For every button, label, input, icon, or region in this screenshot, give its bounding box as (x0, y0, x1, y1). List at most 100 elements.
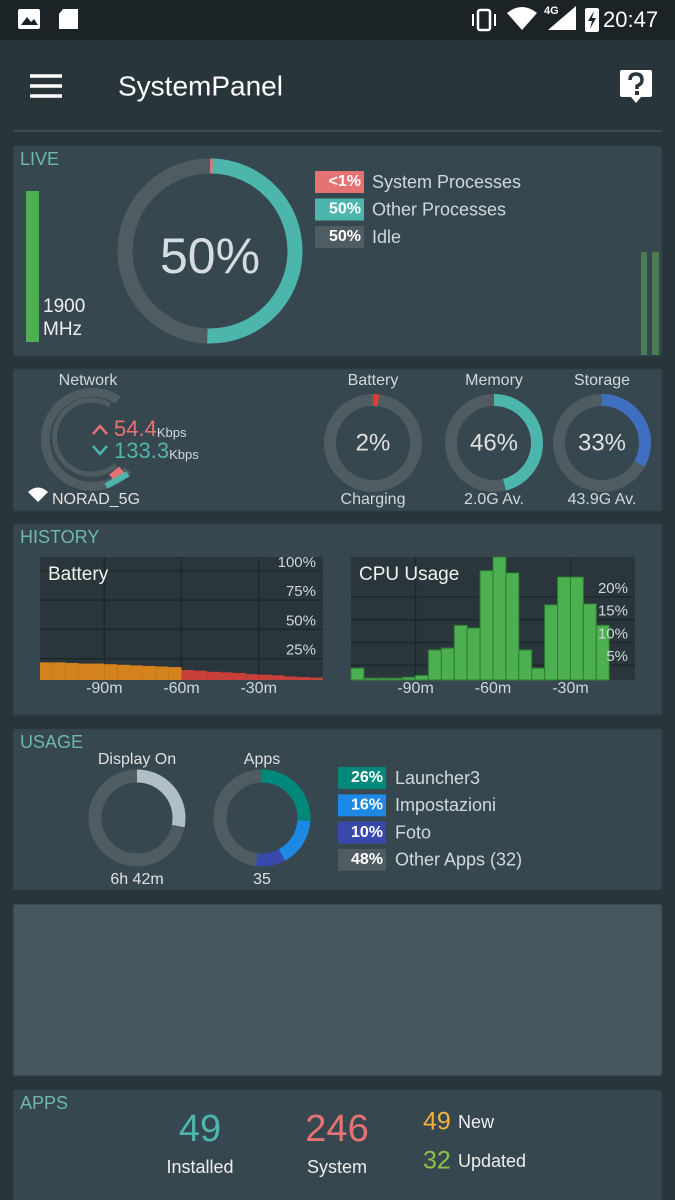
bar (155, 666, 169, 680)
display-time: 6h 42m (110, 871, 163, 888)
clock: 20:47 (603, 7, 658, 32)
vibrate-icon (476, 8, 492, 32)
help-glyph (628, 72, 644, 89)
wifi-icon (507, 7, 537, 30)
section-label: LIVE (20, 149, 59, 169)
live-card (12, 145, 663, 357)
bar (142, 665, 156, 680)
bar (531, 667, 546, 681)
bar (453, 624, 468, 681)
display-arc (88, 769, 186, 867)
history-chart (40, 557, 323, 680)
ssid: NORAD_5G (52, 491, 140, 508)
legend-value: 50% (329, 228, 361, 245)
up-arrow (92, 424, 108, 435)
down-arrow (92, 445, 108, 456)
x-tick-label: -60m (163, 680, 199, 697)
legend-value: 50% (329, 201, 361, 218)
bar (117, 664, 131, 680)
x-tick-label: -60m (475, 680, 511, 697)
legend-name: Launcher3 (395, 768, 480, 788)
new-count: 49 (423, 1108, 451, 1136)
frequency-bar (26, 191, 39, 342)
bar (363, 677, 378, 681)
download-value: 133.3 (114, 438, 169, 463)
network-ring (40, 387, 132, 491)
bar (569, 576, 584, 681)
bar (104, 664, 118, 680)
apps-card (12, 1089, 663, 1200)
bar (402, 676, 417, 681)
gauge-caption: 2.0G Av. (464, 491, 524, 508)
image-icon (18, 9, 40, 29)
installed-count: 49 (179, 1108, 221, 1150)
apps-title: Apps (244, 751, 280, 768)
legend-swatch (338, 848, 386, 871)
cpu-center-label: 50% (160, 228, 260, 284)
apps-segment (213, 769, 311, 867)
y-tick-label: 15% (598, 603, 628, 620)
bar (181, 670, 195, 680)
network-title: Network (59, 372, 119, 389)
help-button[interactable] (620, 70, 652, 103)
gauge-caption: Charging (341, 491, 406, 508)
y-tick-label: 100% (278, 554, 316, 571)
upload-value: 54.4 (114, 416, 157, 441)
signal-icon (548, 6, 576, 30)
bar (492, 556, 507, 681)
bar (130, 665, 143, 680)
legend-value: 26% (351, 769, 383, 786)
updated-count: 32 (423, 1147, 451, 1175)
bar (78, 663, 92, 680)
bar (91, 663, 105, 680)
core-bar (641, 252, 647, 355)
legend-name: System Processes (372, 172, 521, 192)
bar (245, 674, 259, 680)
bar (389, 677, 404, 681)
gauge-title: Memory (465, 372, 523, 389)
legend-name: Idle (372, 227, 401, 247)
bar (544, 604, 559, 681)
legend-swatch (338, 821, 386, 844)
upload-unit: Kbps (157, 425, 187, 440)
system-label: System (307, 1157, 367, 1177)
vibrate-waves (472, 14, 496, 26)
frequency-value: 1900 (43, 296, 85, 317)
system-count: 246 (305, 1108, 368, 1150)
apps-count: 35 (253, 871, 271, 888)
section-labels: LIVE HISTORY USAGE APPS (20, 149, 99, 1113)
bar (415, 674, 429, 681)
gauge-caption: 43.9G Av. (568, 491, 637, 508)
wifi-icon (28, 487, 48, 502)
bar (557, 576, 571, 681)
y-tick-label: 5% (606, 648, 628, 665)
cpu-segment (117, 158, 303, 344)
bar (479, 570, 494, 681)
battery-bolt (588, 11, 596, 29)
menu-button[interactable] (30, 74, 62, 98)
network-type: 4G (544, 5, 559, 17)
chart-title: CPU Usage (359, 564, 459, 585)
x-tick-label: -90m (86, 680, 122, 697)
bar (65, 663, 79, 680)
help-glyph-dot (635, 91, 639, 95)
y-tick-label: 75% (286, 583, 316, 600)
upload-rate: 54.4Kbps (114, 416, 187, 441)
y-tick-label: 20% (598, 580, 628, 597)
section-label: APPS (20, 1093, 68, 1113)
network-up-arc (109, 466, 125, 482)
bar (52, 662, 66, 680)
empty-card (12, 903, 663, 1077)
sd-icon (59, 9, 78, 29)
network-ring-inner (52, 397, 118, 477)
image-icon-glyph (21, 17, 38, 25)
bar (258, 674, 272, 680)
bar (350, 667, 365, 681)
chart-title: Battery (48, 564, 109, 585)
download-unit: Kbps (169, 447, 199, 462)
gauge-arc (445, 394, 543, 492)
gauge-label: 2% (356, 429, 391, 456)
y-tick-label: 50% (286, 612, 316, 629)
